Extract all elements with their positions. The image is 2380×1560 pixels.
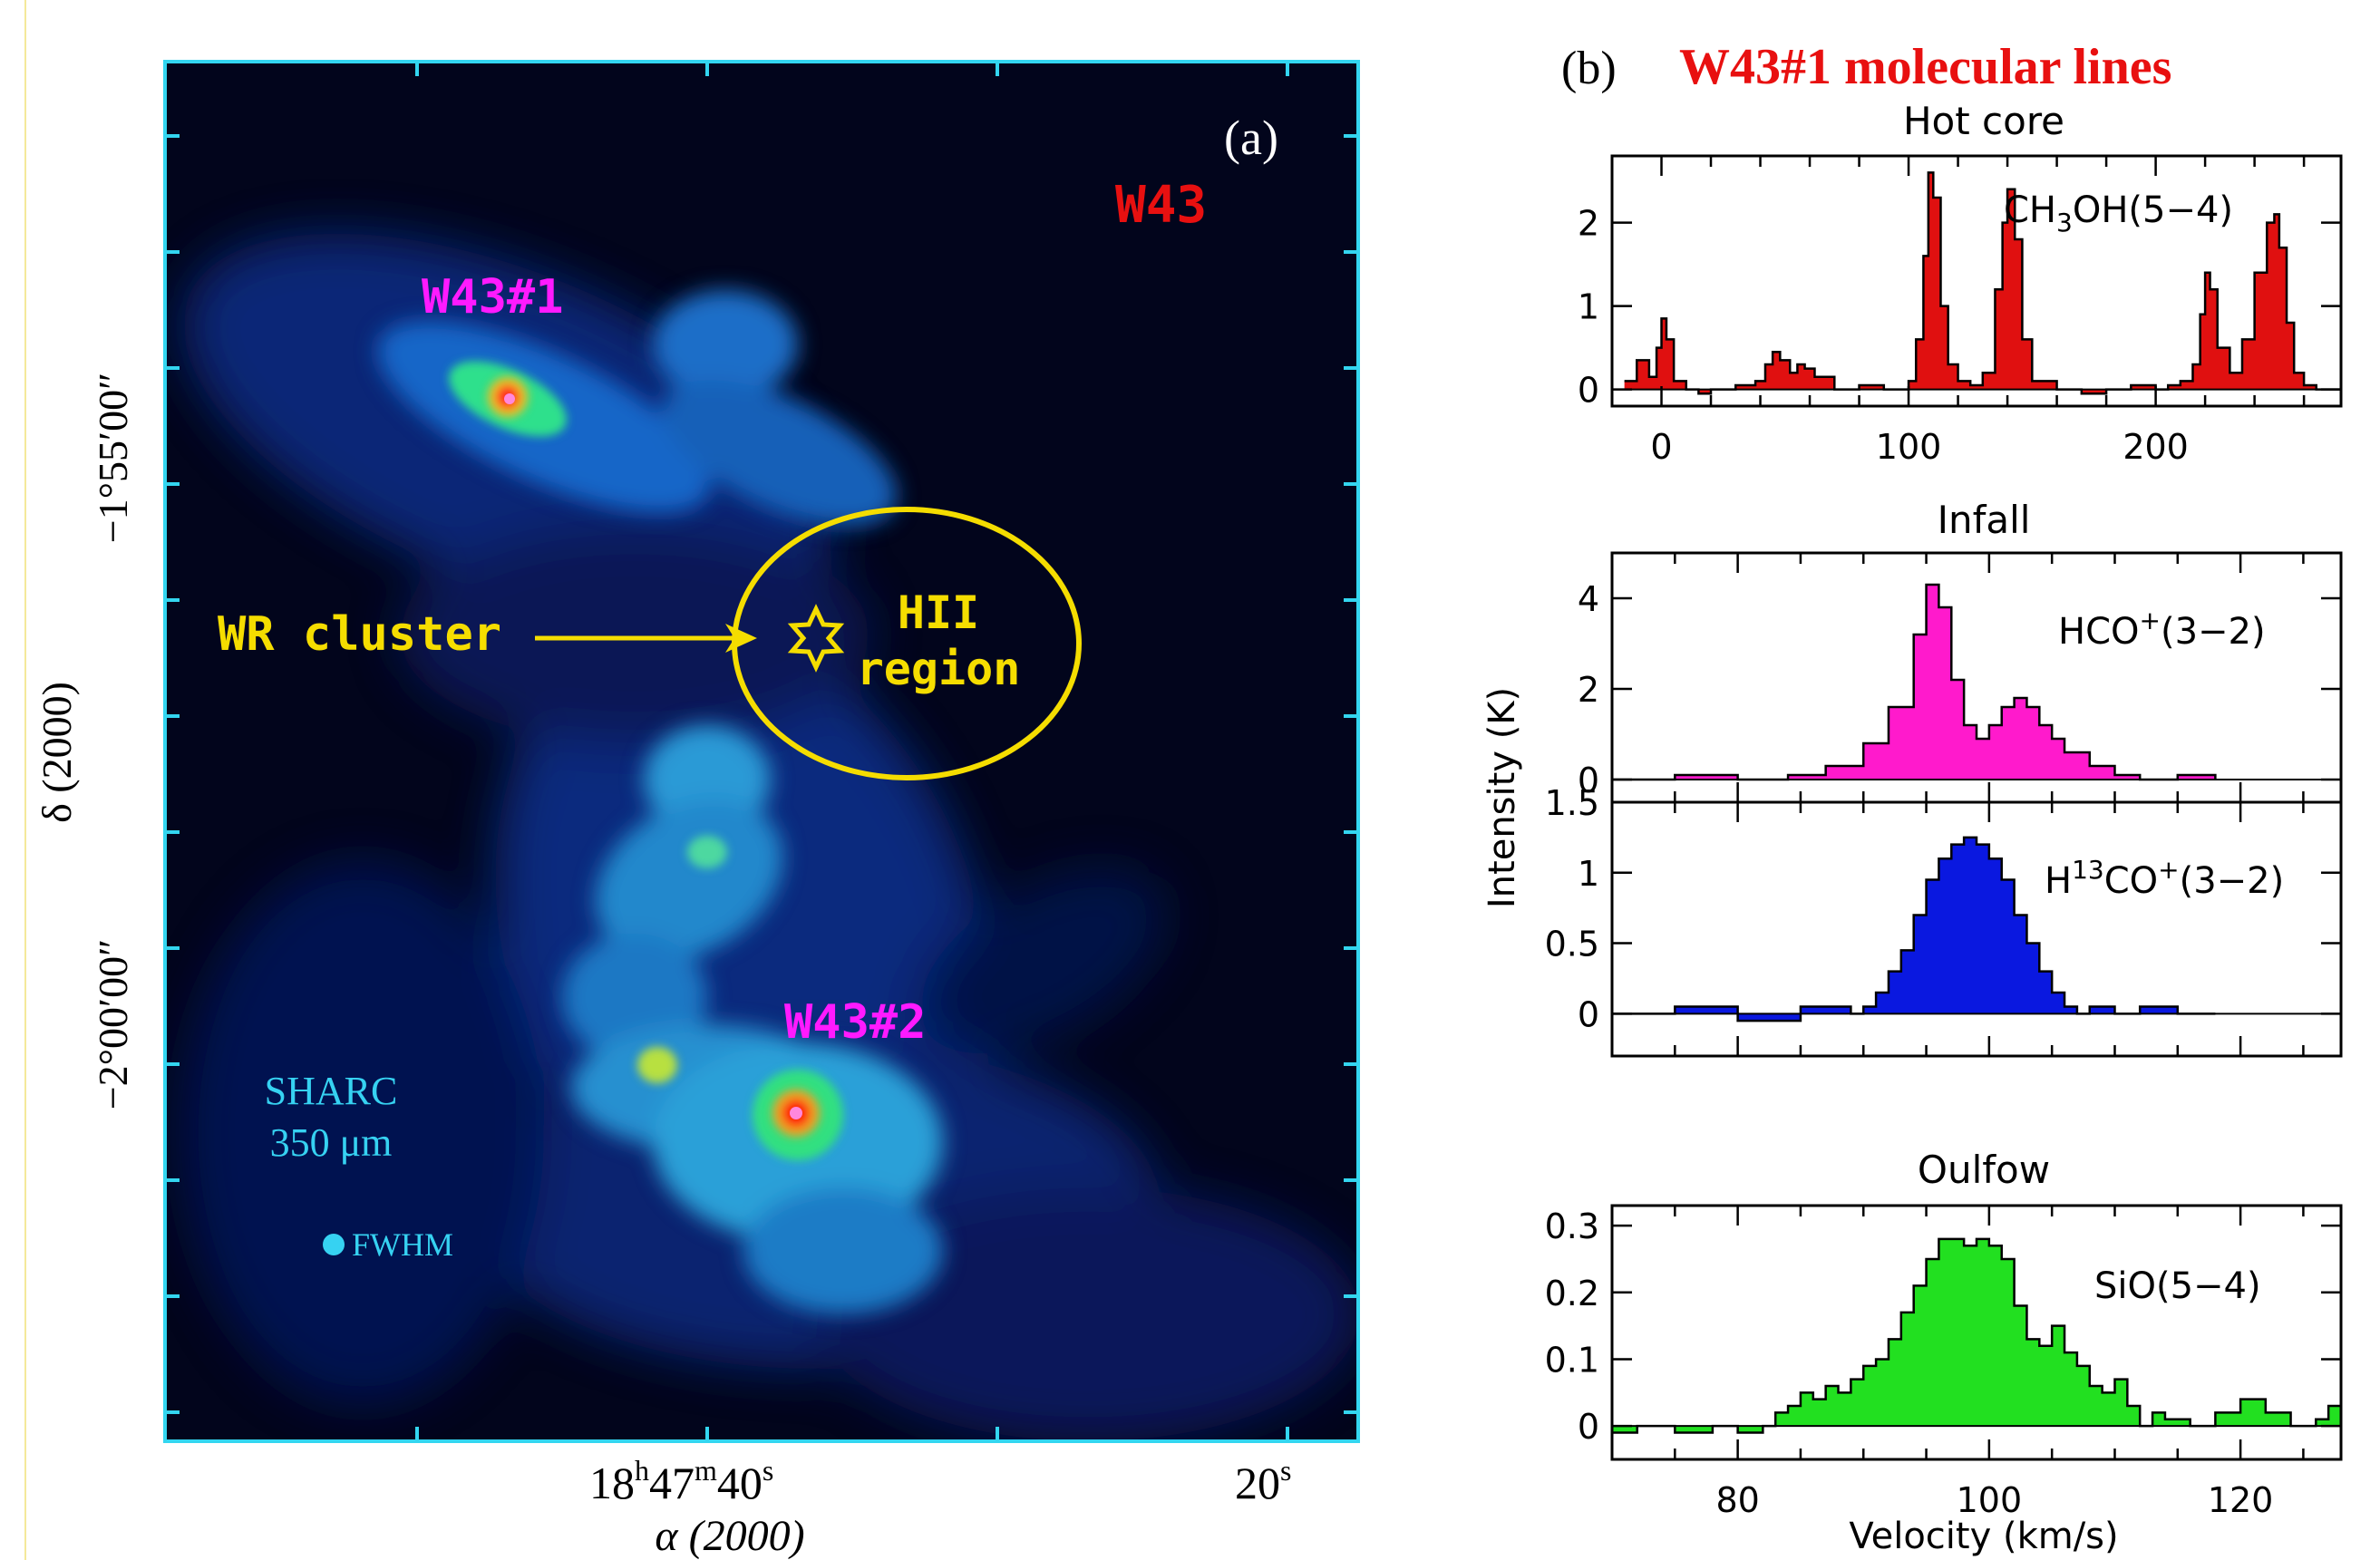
hii-label-line2: region (857, 643, 1021, 695)
spectrum-subtitle: Infall (1938, 498, 2031, 542)
dec-axis-label: δ (2000) (34, 682, 80, 823)
y-tick-label: 1.5 (1545, 783, 1599, 823)
outflow-sio-spectrum: 0 0.1 0.2 0.3 80 100 120 Oulfow SiO(5−4) (1545, 1148, 2343, 1520)
line-label: H13CO+(3−2) (2045, 855, 2284, 902)
sharc-label-line1: SHARC (265, 1069, 398, 1113)
x-tick-label: 200 (2123, 427, 2189, 467)
y-tick-label: 1 (1578, 854, 1599, 894)
outflow-sio-frame (1610, 1204, 2343, 1461)
ra-axis-label: α (2000) (655, 1512, 804, 1560)
hii-label-line1: HII (898, 586, 979, 639)
wr-cluster-label: WR cluster (218, 607, 501, 662)
fwhm-label: FWHM (352, 1226, 453, 1263)
wr-cluster-star-icon (787, 604, 845, 673)
y-tick-label: 0.3 (1545, 1206, 1599, 1246)
line-label: SiO(5−4) (2094, 1265, 2261, 1307)
y-tick-label: 0.2 (1545, 1274, 1599, 1313)
panel-b-label: (b) (1561, 43, 1617, 94)
panel-b-title: W43#1 molecular lines (1679, 39, 2171, 95)
dec-tick-1: −1°55′00″ (90, 373, 136, 544)
y-tick-label: 0.1 (1545, 1340, 1599, 1380)
x-tick-label: 100 (1957, 1480, 2023, 1520)
hot-core-line (1624, 171, 2341, 395)
velocity-axis-label: Velocity (km/s) (1849, 1516, 2118, 1557)
y-tick-label: 0.5 (1545, 925, 1599, 964)
x-tick-label: 80 (1715, 1480, 1759, 1520)
spectrum-subtitle: Hot core (1903, 99, 2064, 143)
y-tick-label: 4 (1578, 579, 1599, 619)
intensity-axis-label: Intensity (K) (1481, 687, 1523, 908)
y-tick-label: 2 (1578, 670, 1599, 710)
dec-tick-2: −2°00′00″ (90, 939, 136, 1110)
outflow-sio-line (1612, 1237, 2343, 1434)
map-frame (163, 60, 1360, 1443)
sharc-label-line2: 350 μm (270, 1120, 393, 1165)
line-label: CH3OH(5−4) (2004, 189, 2233, 237)
y-tick-label: 0 (1578, 371, 1599, 411)
beam-fwhm-dot (323, 1234, 345, 1255)
y-tick-label: 2 (1578, 204, 1599, 244)
clump-2-label: W43#2 (784, 995, 927, 1050)
y-tick-label: 0 (1578, 761, 1599, 800)
infall-h13co-spectrum: 0 0.5 1 1.5 H13CO+(3−2) (1545, 783, 2343, 1058)
clump-1-label: W43#1 (422, 270, 564, 325)
panel-a-label: (a) (1224, 111, 1278, 165)
y-tick-label: 1 (1578, 287, 1599, 327)
infall-h13co-frame (1610, 800, 2343, 1058)
panel-b: (b) W43#1 molecular lines Intensity (K) … (1481, 39, 2343, 1557)
outflow-sio-fill (1612, 1238, 2341, 1433)
line-label: HCO+(3−2) (2058, 606, 2266, 653)
x-tick-label: 120 (2208, 1480, 2274, 1520)
map-frame-ticks (165, 62, 1358, 1441)
spectrum-subtitle: Oulfow (1918, 1148, 2050, 1192)
source-name-label: W43 (1115, 176, 1207, 235)
x-tick-label: 100 (1876, 427, 1942, 467)
y-tick-label: 0 (1578, 994, 1599, 1034)
hot-core-spectrum: 0 1 2 0 100 200 Hot core CH3OH(5−4) (1578, 99, 2343, 467)
panel-a: (a) W43 W43#1 W43#2 WR cluster HII regio… (34, 60, 1360, 1560)
infall-hco-line (1612, 583, 2217, 781)
ra-tick-right: 20s (1235, 1454, 1291, 1508)
infall-hco-spectrum: 0 2 4 Infall HCO+(3−2) (1578, 498, 2343, 804)
y-tick-label: 0 (1578, 1407, 1599, 1447)
hot-core-frame (1610, 154, 2343, 408)
x-tick-label: 0 (1650, 427, 1672, 467)
hot-core-fill (1624, 172, 2341, 394)
ra-tick-main: 18h47m40s (589, 1454, 773, 1508)
hii-region-ellipse (732, 507, 1082, 780)
